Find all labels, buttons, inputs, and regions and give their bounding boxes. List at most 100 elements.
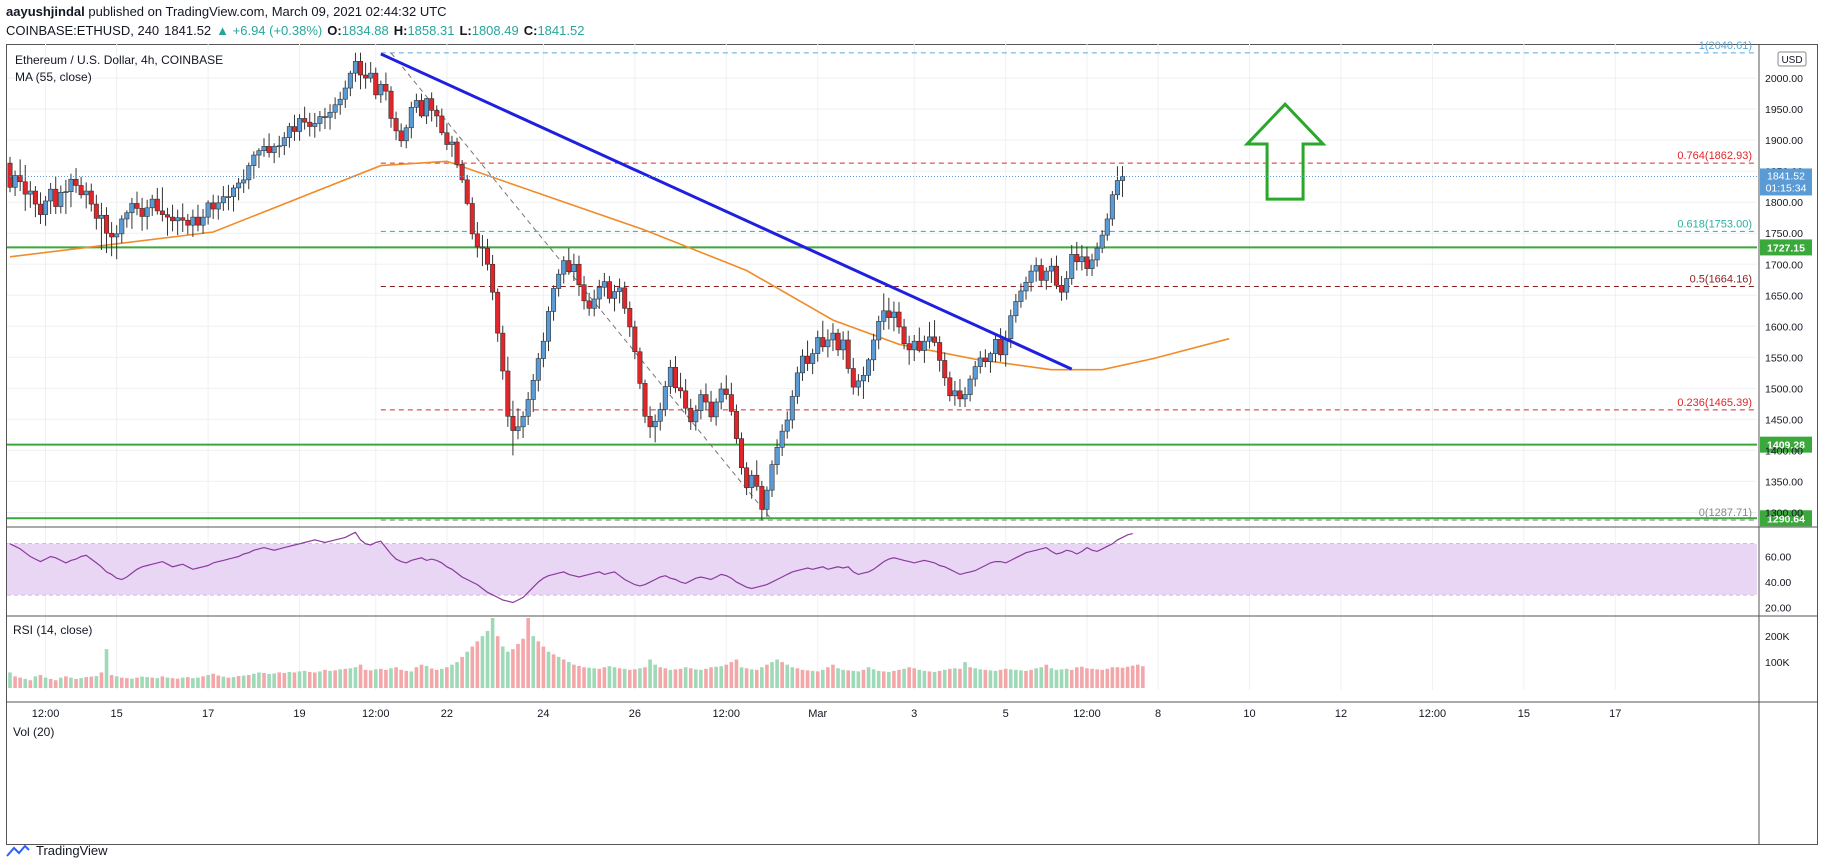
candle-body xyxy=(698,394,704,411)
volume-bar xyxy=(805,670,810,688)
candle-body xyxy=(723,388,729,395)
candle-body xyxy=(393,118,399,132)
volume-bar xyxy=(323,669,327,688)
candle-body xyxy=(27,190,33,195)
x-tick-label: 12:00 xyxy=(713,708,741,720)
candle-body xyxy=(241,179,247,184)
candle-body xyxy=(799,355,805,374)
candle-body xyxy=(83,190,89,196)
volume-bar xyxy=(292,672,297,688)
volume-bar xyxy=(114,676,119,688)
candle-body xyxy=(622,287,628,309)
candle-body xyxy=(205,202,211,218)
volume-bar xyxy=(38,675,43,688)
candle-body xyxy=(886,310,892,318)
volume-bar xyxy=(917,669,922,688)
volume-bar xyxy=(958,668,962,688)
candle-body xyxy=(327,111,333,118)
candle-body xyxy=(225,196,231,198)
support-label: 1727.15 xyxy=(1767,242,1805,254)
volume-bar xyxy=(490,618,495,688)
volume-bar xyxy=(724,664,729,688)
price-tick-label: 1800.00 xyxy=(1765,197,1803,209)
candle-body xyxy=(7,162,13,188)
symbol-label: COINBASE:ETHUSD, 240 xyxy=(6,23,160,38)
volume-bar xyxy=(1059,669,1064,688)
volume-bar xyxy=(795,668,800,688)
volume-bar xyxy=(866,667,871,688)
candle-body xyxy=(134,203,140,209)
candle-body xyxy=(987,353,993,362)
volume-bar xyxy=(526,618,530,688)
volume-bar xyxy=(683,667,688,688)
volume-bar xyxy=(74,678,78,688)
volume-bar xyxy=(8,672,12,688)
candle-body xyxy=(652,420,658,428)
candle-body xyxy=(1099,234,1105,249)
candle-body xyxy=(1094,247,1100,261)
candle-body xyxy=(271,146,277,153)
price-tick-label: 1700.00 xyxy=(1765,259,1803,271)
x-tick-label: 26 xyxy=(629,708,641,720)
candle-body xyxy=(159,210,165,215)
volume-bar xyxy=(831,664,835,688)
candle-body xyxy=(48,188,54,202)
up-arrow-icon[interactable] xyxy=(1243,102,1327,201)
candle-body xyxy=(302,118,308,123)
candle-body xyxy=(794,372,800,397)
volume-bar xyxy=(902,668,906,688)
candle-body xyxy=(845,339,851,369)
volume-bar xyxy=(348,668,353,688)
candle-body xyxy=(759,486,765,510)
low-value: 1808.49 xyxy=(471,23,519,38)
rsi-tick-label: 20.00 xyxy=(1765,603,1791,615)
candle-body xyxy=(68,178,74,192)
volume-bar xyxy=(84,677,88,688)
volume-bar xyxy=(932,671,937,688)
high-value: 1858.31 xyxy=(407,23,455,38)
volume-bar xyxy=(64,676,68,688)
volume-bar xyxy=(993,670,998,688)
candle-body xyxy=(1104,218,1110,236)
volume-bar xyxy=(572,664,576,688)
volume-bar xyxy=(353,667,358,688)
volume-bar xyxy=(856,671,861,688)
candle-body xyxy=(12,175,18,188)
volume-bar xyxy=(744,668,749,688)
currency-box xyxy=(1777,51,1807,67)
rsi-tick-label: 60.00 xyxy=(1765,552,1791,564)
volume-bar xyxy=(500,646,505,688)
candle-body xyxy=(972,366,978,380)
candle-body xyxy=(358,61,364,76)
volume-bar xyxy=(968,667,972,688)
candle-body xyxy=(830,332,836,341)
volume-bar xyxy=(297,671,302,688)
x-tick-label: 19 xyxy=(293,708,305,720)
footer-brand[interactable]: TradingView xyxy=(36,843,108,858)
volume-bar xyxy=(937,670,942,688)
candle-body xyxy=(932,336,938,343)
volume-bar xyxy=(389,668,393,688)
volume-tick-label: 200K xyxy=(1765,631,1790,643)
volume-bar xyxy=(206,675,210,688)
author-name[interactable]: aayushjindal xyxy=(6,4,85,19)
volume-bar xyxy=(160,676,165,688)
volume-bar xyxy=(546,651,551,688)
volume-bar xyxy=(1075,667,1079,688)
volume-bar xyxy=(221,676,226,688)
volume-bar xyxy=(48,678,53,688)
candle-body xyxy=(276,145,282,148)
candle-body xyxy=(962,394,968,400)
x-tick-label: 3 xyxy=(911,708,917,720)
candle-body xyxy=(926,336,932,342)
candle-body xyxy=(728,394,734,412)
tradingview-logo-icon[interactable] xyxy=(6,844,30,857)
volume-bar xyxy=(404,670,409,688)
trend-line[interactable] xyxy=(380,52,1073,371)
candle-body xyxy=(667,366,673,387)
ma-line xyxy=(9,160,1230,371)
candle-body xyxy=(739,438,745,469)
volume-bar xyxy=(826,667,830,688)
volume-bar xyxy=(318,671,322,688)
